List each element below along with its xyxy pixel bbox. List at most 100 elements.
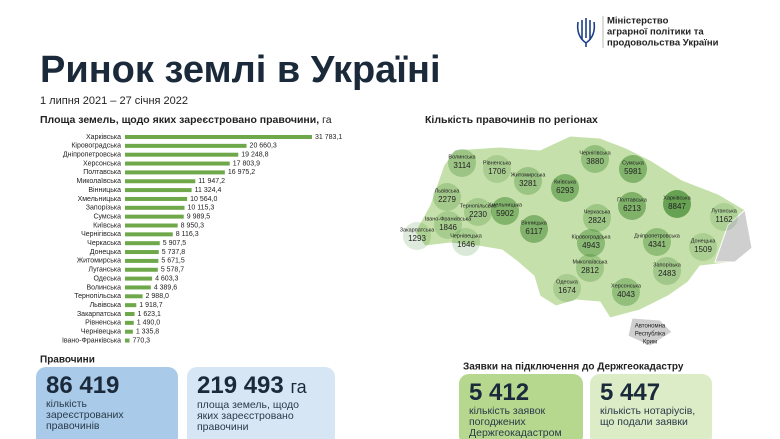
value-label: 10 115,3: [188, 205, 215, 212]
region-name: Одеська: [556, 279, 579, 285]
category-label: Дніпропетровська: [63, 151, 121, 159]
crimea-label: Автономна: [635, 324, 666, 330]
bar: [125, 250, 159, 255]
page-title: Ринок землі в Україні: [40, 49, 441, 91]
region-name: Тернопільська: [460, 203, 498, 209]
ministry-line: аграрної політики та: [607, 27, 704, 38]
region-name: Донецька: [691, 238, 716, 244]
region-value: 1646: [457, 240, 475, 249]
region-shade: [491, 197, 519, 225]
bar: [125, 232, 173, 237]
region-shade: [551, 174, 579, 202]
value-label: 1 490,0: [137, 320, 160, 327]
category-label: Полтавська: [83, 169, 121, 176]
region-name: Миколаївська: [573, 259, 609, 265]
stat-caption: що подали заявки: [600, 416, 688, 428]
region-value: 6293: [556, 186, 574, 195]
region-value: 4341: [648, 240, 666, 249]
region-value: 1162: [715, 215, 733, 224]
value-label: 31 783,1: [315, 134, 342, 141]
bar: [125, 258, 159, 263]
bar: [125, 188, 192, 193]
value-label: 1 623,1: [138, 311, 161, 318]
bar: [125, 135, 312, 139]
region-shade: [643, 228, 671, 256]
bar: [125, 214, 184, 219]
value-label: 1 918,7: [139, 302, 162, 309]
chart-title-text: Площа земель, щодо яких зареєстровано пр…: [40, 114, 319, 126]
region-shade: [710, 203, 738, 231]
region-name: Запорізька: [653, 262, 682, 268]
category-label: Вінницька: [88, 186, 121, 194]
region-shade: [618, 192, 646, 220]
crimea-label: Крим: [643, 340, 657, 346]
region-shade: [483, 155, 511, 183]
stat-caption: зареєстрованих: [46, 409, 124, 421]
stat-card: 5 447 кількість нотаріусів, що подали за…: [590, 374, 712, 439]
category-label: Луганська: [88, 267, 121, 274]
value-label: 5 737,8: [162, 249, 185, 256]
category-label: Київська: [93, 222, 121, 229]
stat-caption: погоджених: [469, 416, 526, 428]
region-name: Харківська: [663, 195, 691, 201]
ministry-line: Міністерство: [607, 16, 669, 27]
stat-caption: Держгеокадастром: [469, 427, 562, 439]
region-shade: [577, 229, 605, 257]
bar: [125, 320, 134, 325]
value-label: 20 660,3: [250, 143, 277, 150]
bar: [125, 196, 188, 201]
category-label: Львівська: [90, 301, 122, 309]
bar: [125, 285, 151, 290]
region-name: Волинська: [448, 154, 476, 160]
region-shade: [433, 183, 461, 211]
region-name: Дніпропетровська: [634, 233, 681, 239]
bar: [125, 152, 239, 157]
region-value: 2279: [438, 195, 456, 204]
bar: [125, 143, 247, 148]
region-name: Івано-Франківська: [425, 216, 472, 222]
category-label: Херсонська: [83, 160, 121, 167]
region-name: Закарпатська: [400, 227, 436, 233]
bar: [125, 241, 160, 246]
category-label: Запорізька: [86, 204, 121, 212]
category-label: Кіровоградська: [71, 142, 121, 150]
stat-number: 5 412: [469, 379, 530, 406]
stat-caption: площа земель, щодо: [197, 399, 299, 411]
region-shade: [520, 215, 548, 243]
region-name: Житомирська: [511, 172, 547, 178]
region-value: 3281: [519, 179, 537, 188]
region-name: Чернігівська: [579, 150, 611, 156]
value-label: 770,3: [133, 337, 151, 344]
category-label: Закарпатська: [77, 311, 121, 318]
stat-caption: кількість: [46, 398, 87, 410]
value-label: 9 989,5: [187, 213, 210, 220]
region-shade: [452, 228, 480, 256]
value-label: 2 988,0: [146, 293, 169, 300]
bar: [125, 312, 135, 316]
section-title: Заявки на підключення до Держгеокадастру: [463, 362, 684, 373]
category-label: Івано-Франківська: [62, 336, 121, 344]
region-value: 1706: [488, 167, 506, 176]
region-value: 2230: [469, 210, 487, 219]
date: 1 липня 2021 – 27 січня 2022: [40, 95, 188, 107]
stat-number: 5 447: [600, 379, 661, 406]
region-shade: [653, 257, 681, 285]
bar: [125, 205, 185, 210]
stat-number: 219 493: [197, 372, 284, 399]
stat-card: 5 412 кількість заявок погоджених Держге…: [459, 374, 583, 439]
category-label: Миколаївська: [77, 178, 122, 185]
category-label: Тернопільська: [74, 292, 121, 300]
region-name: Вінницька: [521, 220, 548, 226]
category-label: Донецька: [90, 249, 121, 256]
region-shade: [581, 145, 609, 173]
region-value: 2824: [588, 216, 606, 225]
region-name: Херсонська: [611, 283, 642, 289]
region-name: Черкаська: [584, 209, 612, 215]
chart-unit: га: [322, 114, 332, 126]
region-value: 3114: [453, 161, 471, 170]
region-value: 4043: [617, 290, 635, 299]
stat-unit: га: [290, 377, 307, 397]
stat-caption: яких зареєстровано: [197, 410, 294, 422]
region-value: 1509: [694, 245, 712, 254]
logo: [576, 18, 596, 47]
